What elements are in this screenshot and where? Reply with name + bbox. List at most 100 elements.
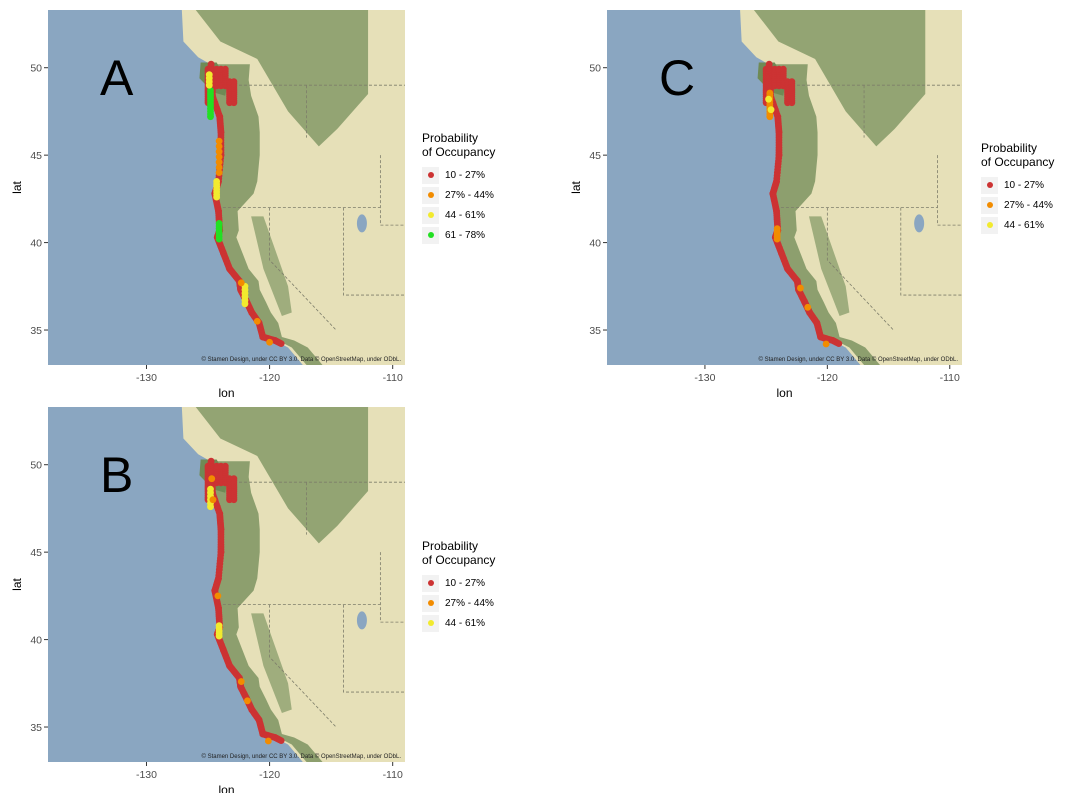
legend-b: Probability of Occupancy 10 - 27% 27% - 4…: [422, 539, 522, 633]
legend-swatch: [427, 620, 434, 626]
y-tick-label: 45: [589, 150, 601, 162]
mountain-forest: [195, 407, 369, 544]
occupancy-point: [215, 622, 223, 629]
legend-title: Probability of Occupancy: [422, 131, 522, 159]
legend-label: 27% - 44%: [445, 189, 494, 201]
ocean-area: [607, 10, 861, 365]
y-axis-label: lat: [10, 181, 24, 194]
y-tick-label: 45: [30, 150, 42, 162]
map-plot-b: B © Stamen Design, under CC BY 3.0. Data …: [10, 407, 405, 793]
legend-label: 10 - 27%: [445, 577, 486, 589]
mountain-forest: [195, 10, 369, 147]
legend-key: [422, 206, 439, 224]
legend-label: 27% - 44%: [1004, 199, 1053, 211]
y-tick-label: 40: [30, 238, 42, 250]
mountain-forest: [753, 10, 926, 147]
x-tick-label: -110: [383, 769, 403, 781]
legend-item: 61 - 78%: [422, 225, 522, 245]
occupancy-point: [208, 475, 216, 483]
legend-item: 10 - 27%: [981, 175, 1075, 195]
occupancy-point: [230, 475, 238, 483]
sierra-forest: [251, 216, 292, 317]
state-border: [343, 604, 405, 693]
legend-title-line2: of Occupancy: [981, 155, 1055, 169]
occupancy-point: [214, 592, 222, 600]
legend-swatch: [986, 182, 993, 188]
occupancy-point: [788, 78, 796, 86]
y-tick-label: 50: [30, 63, 42, 75]
legend-key: [981, 196, 998, 214]
map-plot-a: A © Stamen Design, under CC BY 3.0. Data …: [10, 10, 405, 400]
legend-item: 27% - 44%: [981, 195, 1075, 215]
occupancy-point: [215, 143, 223, 150]
y-tick-label: 35: [30, 325, 42, 337]
y-tick-label: 40: [589, 238, 601, 250]
legend-item: 27% - 44%: [422, 185, 522, 205]
x-tick-label: -130: [136, 769, 157, 781]
legend-label: 10 - 27%: [445, 169, 486, 181]
map-panel-b: B © Stamen Design, under CC BY 3.0. Data …: [0, 400, 495, 793]
lake: [914, 214, 925, 233]
occupancy-point: [215, 137, 223, 145]
legend-title: Probability of Occupancy: [422, 539, 522, 567]
legend-title-line1: Probability: [422, 131, 479, 145]
legend-a: Probability of Occupancy 10 - 27% 27% - 4…: [422, 131, 522, 245]
legend-label: 27% - 44%: [445, 597, 494, 609]
x-tick-label: -130: [694, 372, 715, 384]
legend-item: 10 - 27%: [422, 573, 522, 593]
state-border: [269, 604, 337, 728]
map-panel-c: C © Stamen Design, under CC BY 3.0. Data …: [570, 0, 1054, 400]
x-tick-label: -130: [136, 372, 157, 384]
lake: [356, 611, 367, 630]
legend-key: [422, 594, 439, 612]
occupancy-point: [277, 737, 285, 745]
map-plot-c: C © Stamen Design, under CC BY 3.0. Data …: [570, 10, 962, 400]
state-border: [379, 552, 405, 623]
y-tick-label: 50: [30, 460, 42, 472]
occupancy-point: [765, 95, 772, 103]
panel-letter: B: [100, 447, 133, 503]
occupancy-point: [253, 317, 261, 325]
forest-area: [771, 64, 880, 365]
legend-swatch: [427, 212, 434, 218]
y-axis-label: lat: [570, 181, 583, 194]
lake: [356, 214, 367, 233]
legend-title: Probability of Occupancy: [981, 141, 1075, 169]
legend-item: 10 - 27%: [422, 165, 522, 185]
legend-swatch: [427, 232, 434, 238]
legend-swatch: [986, 202, 993, 208]
legend-key: [422, 226, 439, 244]
occupancy-point: [804, 303, 812, 311]
occupancy-point: [835, 340, 843, 348]
occupancy-point: [244, 697, 251, 705]
y-axis-label: lat: [10, 578, 24, 591]
occupancy-point: [207, 485, 214, 493]
state-border: [900, 207, 962, 296]
occupancy-point: [237, 279, 245, 287]
occupancy-point: [205, 71, 213, 79]
occupancy-point: [215, 169, 223, 177]
state-border: [826, 207, 894, 331]
legend-swatch: [427, 192, 434, 198]
legend-key: [422, 574, 439, 592]
occupancy-point: [822, 340, 830, 348]
state-border: [937, 155, 962, 226]
legend-key: [422, 186, 439, 204]
x-tick-label: -120: [259, 769, 280, 781]
occupancy-point: [237, 678, 245, 685]
occupancy-point: [773, 225, 781, 232]
occupancy-point: [215, 219, 223, 227]
x-tick-label: -110: [383, 372, 403, 384]
y-tick-label: 35: [589, 325, 601, 337]
legend-label: 10 - 27%: [1004, 179, 1045, 191]
occupancy-point: [230, 78, 238, 86]
legend-label: 61 - 78%: [445, 229, 486, 241]
y-tick-label: 50: [589, 63, 601, 75]
legend-item: 27% - 44%: [422, 593, 522, 613]
legend-label: 44 - 61%: [445, 209, 486, 221]
occupancy-point: [215, 148, 223, 156]
legend-key: [981, 216, 998, 234]
occupancy-point: [797, 284, 804, 292]
legend-key: [422, 614, 439, 632]
occupancy-point: [209, 496, 217, 504]
